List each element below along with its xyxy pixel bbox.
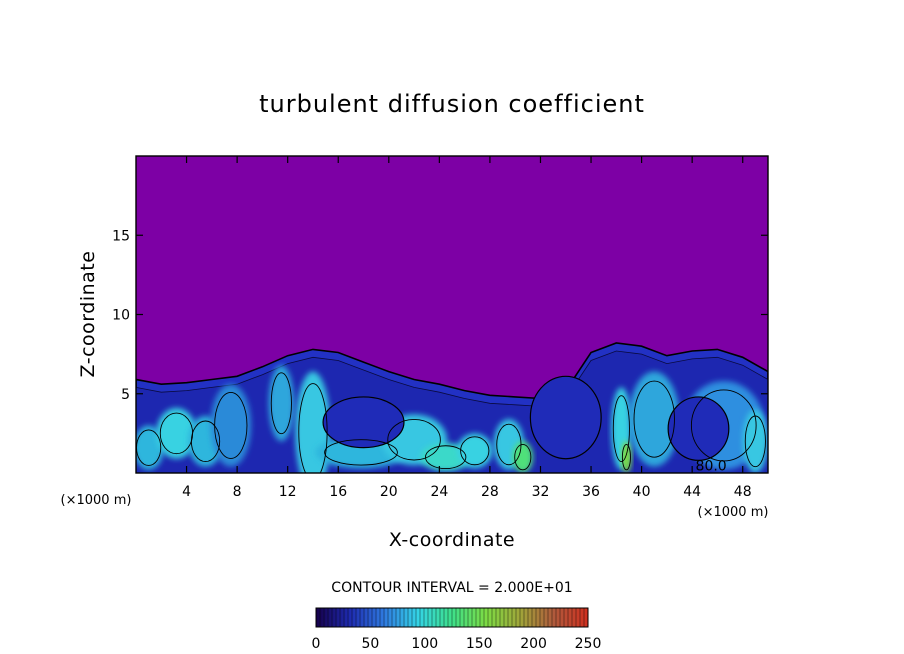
x-tick-label: 48 xyxy=(734,484,752,500)
turbulent-layer-contour xyxy=(136,342,768,473)
x-tick-label: 20 xyxy=(380,484,398,500)
eddy-contour xyxy=(324,439,398,466)
eddy-contour xyxy=(270,372,292,435)
turbulence-core xyxy=(322,396,405,449)
turbulence-eddy xyxy=(621,441,632,473)
turbulence-eddy xyxy=(156,408,197,459)
x-tick-label: 24 xyxy=(430,484,448,500)
x-axis-label: X-coordinate xyxy=(389,529,515,551)
eddy-contour xyxy=(387,418,441,461)
turbulence-core xyxy=(667,396,730,461)
chart-title: turbulent diffusion coefficient xyxy=(259,90,645,118)
eddy-contour xyxy=(612,395,630,463)
contour-value-label: 80.0 xyxy=(696,458,727,474)
eddy-contour xyxy=(460,436,490,466)
turbulence-eddy xyxy=(742,409,768,473)
eddy-contour xyxy=(514,444,532,471)
z-tick-label: 10 xyxy=(112,308,130,324)
z-tick-label: 15 xyxy=(112,228,130,244)
colorbar-tick-label: 0 xyxy=(312,636,321,652)
eddy-contour xyxy=(744,415,766,468)
x-tick-label: 40 xyxy=(633,484,651,500)
z-axis-ticks: 5 10 15 xyxy=(112,228,768,403)
colorbar-tick-label: 50 xyxy=(361,636,379,652)
x-axis-ticks: 4 8 12 16 20 24 28 32 36 40 44 48 xyxy=(182,156,752,500)
contour-interval-text: CONTOUR INTERVAL = 2.000E+01 xyxy=(331,580,572,596)
x-tick-label: 32 xyxy=(532,484,550,500)
x-tick-label: 36 xyxy=(582,484,600,500)
colorbar: 0 50 100 150 200 250 xyxy=(312,607,602,652)
eddy-contour xyxy=(425,445,467,470)
turbulence-eddy xyxy=(210,384,252,467)
colorbar-tick-label: 100 xyxy=(411,636,438,652)
z-axis-label: Z-coordinate xyxy=(77,251,99,378)
turbulence-eddy xyxy=(628,371,680,467)
turbulence-eddy xyxy=(268,365,294,442)
eddy-contour xyxy=(214,392,248,459)
x-tick-label: 16 xyxy=(329,484,347,500)
z-axis-unit: (×1000 m) xyxy=(61,493,132,508)
colorbar-tick-label: 250 xyxy=(575,636,602,652)
x-tick-label: 4 xyxy=(182,484,191,500)
eddy-contour xyxy=(621,444,631,471)
x-tick-label: 28 xyxy=(481,484,499,500)
colorbar-tick-label: 150 xyxy=(466,636,493,652)
x-tick-label: 8 xyxy=(233,484,242,500)
eddy-contour xyxy=(633,380,675,458)
x-axis-unit: (×1000 m) xyxy=(698,505,769,520)
turbulence-core xyxy=(529,375,602,460)
colorbar-tick-label: 200 xyxy=(520,636,547,652)
eddy-contour xyxy=(190,420,221,463)
x-tick-label: 12 xyxy=(279,484,297,500)
eddy-contour xyxy=(690,389,757,462)
z-tick-label: 5 xyxy=(121,387,130,403)
turbulence-eddy xyxy=(512,441,533,473)
x-tick-label: 44 xyxy=(683,484,701,500)
eddy-contour xyxy=(298,383,328,473)
